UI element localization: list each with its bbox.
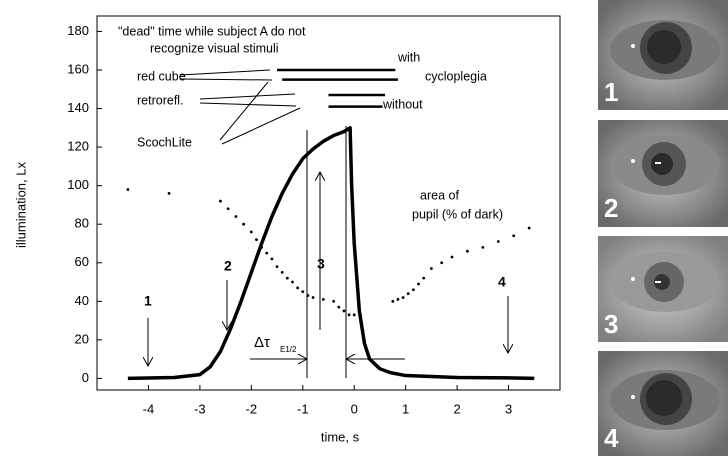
- annotation: 3: [317, 256, 325, 272]
- y-axis-label: illumination, Lx: [13, 162, 28, 248]
- annotation: 1: [144, 293, 152, 309]
- x-tick-label: 3: [505, 401, 512, 416]
- x-tick-label: 0: [351, 401, 358, 416]
- annotation: retrorefl.: [137, 93, 184, 107]
- pupil-area-point: [512, 234, 516, 238]
- pupil-area-point: [406, 292, 410, 296]
- x-tick-label: -4: [143, 401, 155, 416]
- y-tick-label: 140: [67, 100, 89, 115]
- photo: 4: [598, 351, 728, 456]
- pupil-area-point: [357, 311, 361, 315]
- x-axis-label: time, s: [321, 429, 360, 444]
- pupil-area-point: [311, 296, 315, 299]
- annotation: 2: [224, 258, 232, 274]
- pupil-area-point: [450, 255, 454, 259]
- pupil-area-point: [296, 286, 300, 290]
- annotation: without: [382, 97, 423, 111]
- y-tick-label: 160: [67, 61, 89, 76]
- photo-label: 3: [604, 309, 618, 339]
- annotation: cycloplegia: [425, 69, 487, 83]
- pupil-area-point: [291, 280, 294, 284]
- annotation: ScochLite: [137, 135, 192, 149]
- annotation: pupil (% of dark): [412, 207, 503, 221]
- pupil-area-point: [275, 265, 279, 269]
- photo: 1: [598, 0, 728, 110]
- annotation: 4: [498, 274, 506, 290]
- photo: 3: [598, 236, 728, 342]
- plot-frame: [96, 15, 561, 391]
- annotation: Δτ: [254, 334, 270, 351]
- annotation: recognize visual stimuli: [150, 41, 279, 55]
- annotation: "dead" time while subject A do not: [118, 24, 306, 38]
- x-tick-label: -2: [246, 401, 258, 416]
- pupil-area-point: [265, 251, 269, 255]
- pupil-area-point: [167, 191, 171, 195]
- pupil-area-point: [401, 296, 405, 299]
- pupil-area-point: [270, 257, 274, 261]
- pupil-area-point: [260, 245, 264, 249]
- x-tick-label: -1: [297, 401, 309, 416]
- pupil-area-point: [347, 313, 351, 317]
- pupil-area-point: [242, 222, 246, 226]
- pupil-area-point: [352, 313, 356, 317]
- pupil-area-point: [411, 288, 415, 292]
- pupil-area-point: [422, 276, 426, 280]
- pupil-area-point: [306, 294, 310, 297]
- pupil-area-point: [337, 305, 341, 309]
- pupil-area-point: [396, 297, 400, 301]
- pupil-area-point: [234, 215, 238, 218]
- pupil-area-point: [321, 297, 325, 301]
- y-tick-label: 20: [75, 331, 89, 346]
- y-tick-label: 0: [82, 370, 89, 385]
- annotation: with: [397, 50, 420, 64]
- pupil-area-point: [391, 299, 395, 303]
- pupil-area-point: [332, 299, 336, 303]
- pupil-area-point: [285, 276, 289, 280]
- photo-label: 4: [604, 423, 619, 453]
- photos: 1 2 3 4: [598, 0, 728, 456]
- pupil-area-point: [255, 238, 258, 242]
- y-tick-label: 100: [67, 177, 89, 192]
- pupil-area-point: [126, 188, 130, 191]
- pupil-area-point: [417, 282, 420, 286]
- pupil-area-point: [440, 261, 444, 265]
- illumination-line: [127, 126, 535, 381]
- y-tick-label: 120: [67, 139, 89, 154]
- pupil-area-point: [280, 271, 284, 274]
- y-tick-label: 180: [67, 23, 89, 38]
- x-tick-label: -3: [194, 401, 206, 416]
- pupil-area-point: [466, 249, 469, 253]
- pupil-area-point: [219, 199, 222, 203]
- pupil-area-point: [301, 290, 305, 294]
- pupil-area-point: [527, 226, 531, 230]
- photo-label: 2: [604, 193, 618, 223]
- y-tick-label: 40: [75, 293, 89, 308]
- x-tick-label: 2: [453, 401, 460, 416]
- pupil-area-point: [226, 207, 230, 211]
- pupil-area-point: [249, 230, 253, 234]
- pupil-area-point: [429, 267, 433, 270]
- annotation: E1/2: [280, 345, 297, 354]
- photo-label: 1: [604, 77, 618, 107]
- y-tick-label: 60: [75, 254, 89, 269]
- pupil-area-point: [481, 245, 485, 249]
- pupil-area-point: [496, 240, 500, 243]
- leaders: [148, 69, 508, 378]
- photo: 2: [598, 120, 728, 227]
- annotation: area of: [420, 188, 459, 202]
- annotation: red cube: [137, 69, 186, 83]
- x-tick-label: 1: [402, 401, 409, 416]
- y-tick-label: 80: [75, 216, 89, 231]
- pupil-area-point: [342, 309, 346, 313]
